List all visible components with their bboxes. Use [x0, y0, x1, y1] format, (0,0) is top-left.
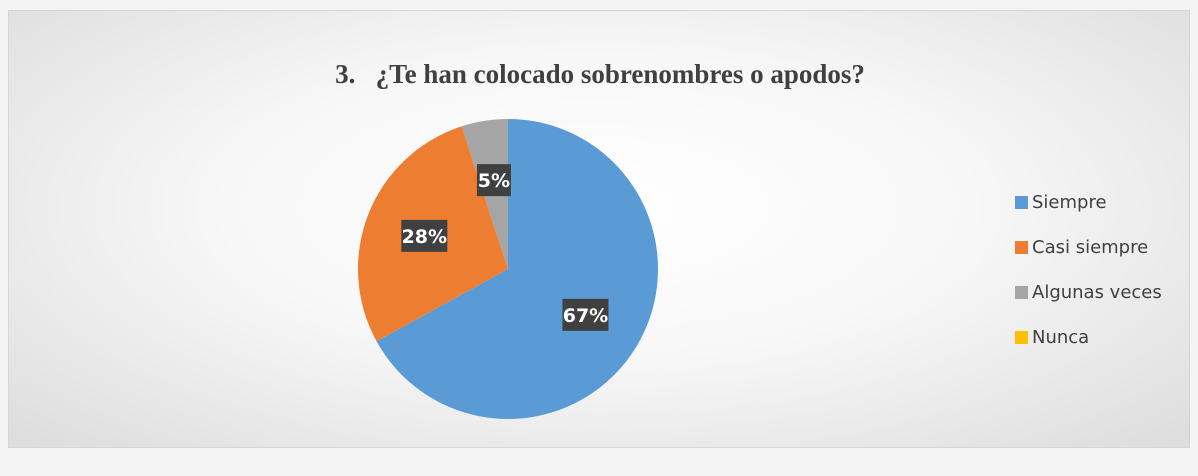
data-label-text-siempre: 67%	[563, 305, 608, 327]
chart-title: 3. ¿Te han colocado sobrenombres o apodo…	[335, 59, 865, 89]
legend-swatch-siempre	[1015, 195, 1028, 209]
data-label-box-siempre	[562, 298, 609, 331]
chart-area: 3. ¿Te han colocado sobrenombres o apodo…	[8, 10, 1190, 448]
legend-item-nunca: Nunca	[1015, 324, 1162, 350]
data-label-box-algunas-veces	[476, 164, 511, 197]
data-label-casi-siempre: 28%	[401, 219, 448, 252]
data-label-algunas-veces: 5%	[476, 164, 511, 197]
legend-swatch-nunca	[1015, 330, 1028, 344]
data-label-text-casi-siempre: 28%	[402, 226, 447, 248]
data-label-box-casi-siempre	[401, 219, 448, 252]
data-label-siempre: 67%	[562, 298, 609, 331]
legend-swatch-algunas-veces	[1015, 285, 1028, 299]
legend-item-casi-siempre: Casi siempre	[1015, 234, 1162, 260]
legend-item-siempre: Siempre	[1015, 189, 1162, 215]
pie-chart: 67% 28% 5%	[358, 119, 659, 419]
legend: Siempre Casi siempre Algunas veces Nunca	[1015, 189, 1162, 369]
legend-swatch-casi-siempre	[1015, 240, 1028, 254]
legend-label-casi-siempre: Casi siempre	[1032, 236, 1149, 258]
pie-slice-siempre	[376, 119, 659, 419]
legend-label-siempre: Siempre	[1032, 191, 1107, 213]
legend-item-algunas-veces: Algunas veces	[1015, 279, 1162, 305]
data-label-text-algunas-veces: 5%	[478, 170, 510, 192]
legend-label-algunas-veces: Algunas veces	[1032, 281, 1162, 303]
legend-label-nunca: Nunca	[1032, 326, 1090, 348]
